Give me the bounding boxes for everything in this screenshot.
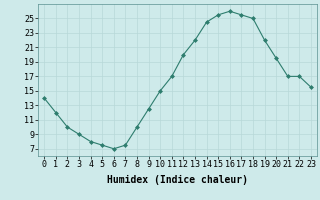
X-axis label: Humidex (Indice chaleur): Humidex (Indice chaleur)	[107, 175, 248, 185]
